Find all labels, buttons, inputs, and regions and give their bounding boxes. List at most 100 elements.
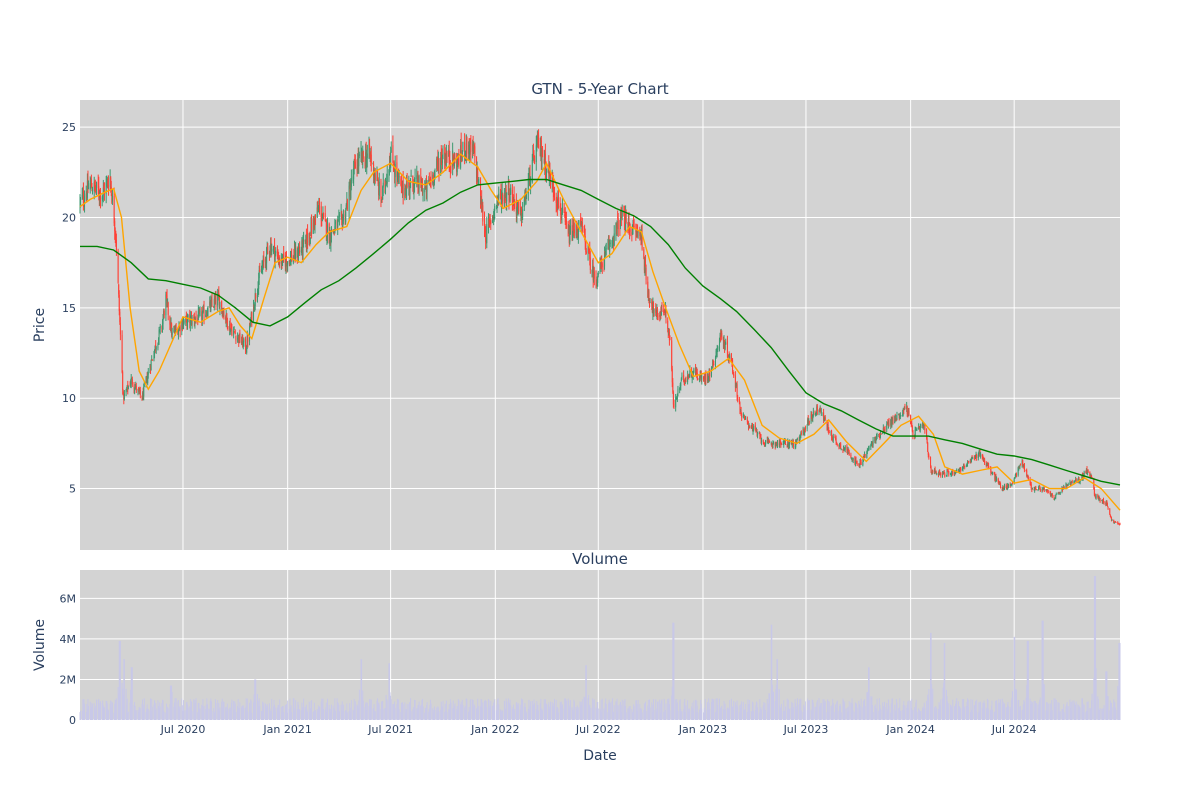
volume-bar [1014, 636, 1016, 720]
candle-body [751, 424, 753, 428]
candle-body [424, 187, 426, 193]
candle-body [784, 441, 786, 445]
volume-bar [784, 710, 786, 720]
volume-bar [95, 699, 97, 720]
volume-bar [844, 701, 846, 720]
candle-body [307, 232, 309, 243]
candle-body [808, 421, 810, 423]
volume-bar [827, 699, 829, 720]
volume-bar [410, 698, 412, 720]
candle-body [585, 251, 587, 254]
volume-bar [361, 659, 363, 720]
volume-bar [382, 700, 384, 720]
candle-body [625, 211, 627, 222]
volume-bar [215, 702, 217, 720]
candle-body [1067, 484, 1069, 486]
volume-bar [223, 701, 225, 720]
candle-body [390, 152, 392, 169]
volume-bar [428, 711, 430, 720]
volume-bar [675, 704, 677, 720]
candle-body [596, 281, 598, 284]
candle-body [1039, 489, 1041, 491]
candle-body [689, 369, 691, 376]
volume-bar [418, 701, 420, 720]
candle-body [354, 161, 356, 163]
candle-body [1103, 502, 1105, 504]
volume-bar [1042, 620, 1044, 720]
candle-body [1029, 479, 1031, 484]
candle-body [667, 330, 669, 334]
volume-bar [110, 701, 112, 720]
candle-body [400, 182, 402, 184]
volume-bar [429, 704, 431, 720]
volume-bar [672, 622, 674, 720]
candle-body [113, 195, 115, 224]
volume-bar [369, 705, 371, 720]
volume-bar [774, 701, 776, 720]
volume-bar [1033, 700, 1035, 720]
candle-body [840, 448, 842, 450]
candle-body [780, 441, 782, 445]
volume-bar [1119, 642, 1121, 720]
candle-body [338, 216, 340, 217]
candle-body [605, 248, 607, 250]
candle-body [223, 311, 225, 317]
candle-body [370, 154, 372, 158]
candle-body [404, 188, 406, 198]
candle-body [804, 427, 806, 430]
volume-bar [301, 707, 303, 720]
candle-body [727, 357, 729, 359]
volume-bar [493, 702, 495, 720]
volume-bar [342, 704, 344, 720]
volume-bar [621, 699, 623, 720]
candle-body [1085, 471, 1087, 474]
volume-bar [147, 709, 149, 720]
volume-bar [808, 700, 810, 720]
volume-bar [163, 712, 165, 720]
volume-bar [484, 707, 486, 720]
volume-bar [724, 703, 726, 720]
candle-body [850, 454, 852, 458]
candle-body [935, 471, 937, 474]
volume-bar [119, 640, 121, 720]
volume-bar [1054, 698, 1056, 720]
candle-body [564, 214, 566, 217]
volume-bar [935, 707, 937, 720]
volume-bar [102, 700, 104, 720]
volume-bar [966, 701, 968, 720]
volume-bar [573, 701, 575, 720]
candle-body [732, 370, 734, 373]
candle-body [986, 463, 988, 466]
candle-body [782, 444, 784, 445]
candle-body [117, 250, 119, 283]
candle-body [482, 205, 484, 222]
volume-bar [860, 698, 862, 720]
candle-body [619, 210, 621, 227]
volume-bar [230, 707, 232, 720]
candle-body [648, 291, 650, 300]
volume-bar [185, 702, 187, 720]
volume-bar [561, 704, 563, 720]
volume-bar [1057, 702, 1059, 720]
volume-bar [1075, 701, 1077, 720]
candle-body [874, 437, 876, 441]
volume-bar [604, 702, 606, 720]
volume-bar [1097, 696, 1099, 720]
volume-bar [485, 699, 487, 720]
candle-body [756, 431, 758, 435]
candle-body [162, 317, 164, 325]
volume-bar [953, 706, 955, 720]
volume-bar [718, 698, 720, 720]
volume-bar [262, 705, 264, 720]
volume-bar [1038, 701, 1040, 720]
volume-bar [891, 698, 893, 720]
candle-body [680, 381, 682, 387]
volume-bar [1093, 576, 1095, 720]
candle-body [760, 437, 762, 441]
volume-bar [669, 710, 671, 720]
volume-bar [219, 707, 221, 720]
candle-body [617, 218, 619, 230]
volume-bar [147, 708, 149, 720]
volume-bar [697, 712, 699, 720]
